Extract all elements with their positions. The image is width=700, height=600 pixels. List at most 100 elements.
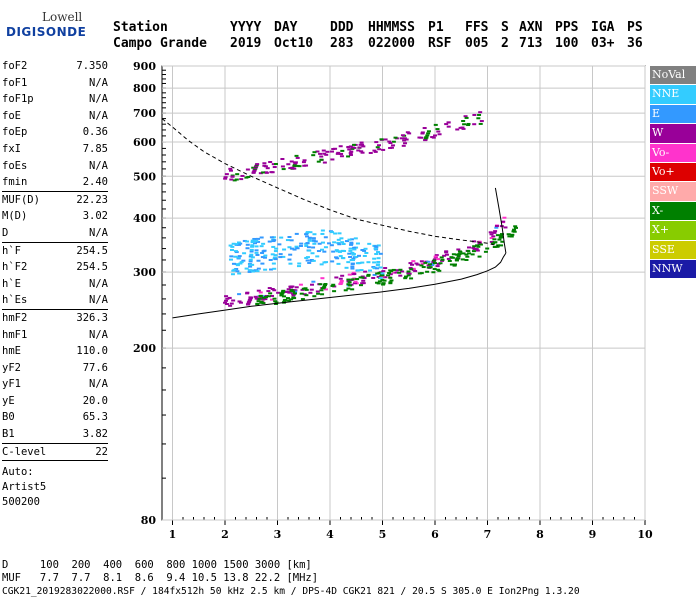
- echo-point: [430, 264, 435, 267]
- parameter-name: foE: [2, 109, 21, 122]
- logo-lowell-text: Lowell: [42, 10, 83, 24]
- echo-point: [372, 261, 377, 264]
- echo-point: [499, 234, 504, 237]
- echo-point: [304, 244, 309, 247]
- echo-point: [307, 236, 312, 239]
- echo-point: [409, 277, 414, 280]
- echo-point: [424, 136, 429, 139]
- echo-point: [304, 288, 309, 291]
- echo-point: [224, 295, 229, 298]
- echo-point: [272, 297, 277, 300]
- parameter-value: 326.3: [76, 311, 108, 324]
- echo-point: [264, 294, 269, 297]
- echo-point: [254, 245, 259, 248]
- echo-point: [422, 127, 427, 130]
- echo-point: [358, 284, 363, 287]
- note-line: Artist5: [2, 481, 47, 494]
- echo-point: [245, 243, 250, 246]
- echo-point: [509, 235, 514, 238]
- parameter-row: h`E N/A: [2, 276, 108, 293]
- echo-point: [428, 266, 433, 269]
- echo-point: [444, 253, 449, 256]
- y-tick-label: 800: [133, 82, 156, 95]
- echo-point: [292, 161, 297, 164]
- echo-point: [408, 266, 413, 269]
- parameter-name: h`Es: [2, 294, 28, 307]
- echo-point: [349, 241, 354, 244]
- echo-point: [317, 242, 322, 245]
- echo-point: [360, 261, 365, 264]
- parameter-row: hmE 110.0: [2, 343, 108, 360]
- echo-point: [288, 262, 293, 265]
- echo-point: [423, 137, 428, 140]
- echo-point: [313, 240, 318, 243]
- echo-point: [496, 244, 501, 247]
- header-value-5: RSF: [428, 36, 452, 51]
- echo-point: [322, 161, 327, 164]
- header-label-7: S: [501, 20, 509, 35]
- echo-point: [376, 144, 381, 147]
- echo-point: [238, 262, 243, 265]
- parameter-row: C-level 22: [2, 444, 108, 461]
- parameter-group-5: C-level 22: [2, 442, 108, 461]
- echo-point: [334, 249, 339, 252]
- echo-point: [316, 160, 321, 163]
- echo-point: [246, 175, 251, 178]
- parameter-row: h`Es N/A: [2, 292, 108, 309]
- echo-point: [335, 152, 340, 155]
- echo-point: [376, 244, 381, 247]
- echo-point: [411, 268, 416, 271]
- echo-point: [296, 265, 301, 268]
- echo-point: [464, 116, 469, 119]
- echo-point: [320, 293, 325, 296]
- echo-point: [352, 248, 357, 251]
- echo-point: [465, 255, 470, 258]
- echo-point: [250, 256, 255, 259]
- echo-point: [315, 150, 320, 153]
- echo-point: [378, 252, 383, 255]
- echo-point: [432, 258, 437, 261]
- parameter-value: N/A: [89, 159, 108, 172]
- echo-point: [346, 155, 351, 158]
- echo-point: [408, 262, 413, 265]
- echo-point: [463, 115, 468, 118]
- echo-point: [437, 133, 442, 136]
- echo-point: [312, 295, 317, 298]
- echo-point: [330, 150, 335, 153]
- parameter-row: foE N/A: [2, 108, 108, 125]
- echo-point: [362, 254, 367, 257]
- echo-point: [311, 239, 316, 242]
- x-tick-label: 9: [589, 528, 597, 541]
- echo-point: [351, 257, 356, 260]
- legend-entry-w: W: [650, 124, 696, 143]
- echo-point: [271, 163, 276, 166]
- echo-point: [460, 258, 465, 261]
- echo-point: [298, 283, 303, 286]
- echo-point: [338, 277, 343, 280]
- parameter-value: 3.82: [82, 428, 108, 441]
- echo-point: [332, 290, 337, 293]
- echo-point: [330, 284, 335, 287]
- echo-point: [348, 249, 353, 252]
- parameter-name: foF1p: [2, 93, 34, 106]
- echo-point: [247, 270, 252, 273]
- echo-point: [483, 250, 488, 253]
- echo-point: [493, 230, 498, 233]
- echo-point: [311, 246, 316, 249]
- echo-point: [297, 165, 302, 168]
- parameter-name: hmF2: [2, 311, 28, 324]
- echo-point: [282, 300, 287, 303]
- echo-point: [345, 240, 350, 243]
- echo-point: [262, 249, 267, 252]
- echo-point: [455, 128, 460, 131]
- echo-point: [359, 269, 364, 272]
- echo-point: [237, 300, 242, 303]
- echo-point: [461, 252, 466, 255]
- parameter-row: hmF1 N/A: [2, 327, 108, 344]
- echo-point: [395, 269, 400, 272]
- echo-point: [415, 263, 420, 266]
- x-tick-label: 6: [431, 528, 439, 541]
- echo-point: [434, 254, 439, 257]
- y-tick-label: 900: [133, 60, 156, 73]
- echo-point: [355, 242, 360, 245]
